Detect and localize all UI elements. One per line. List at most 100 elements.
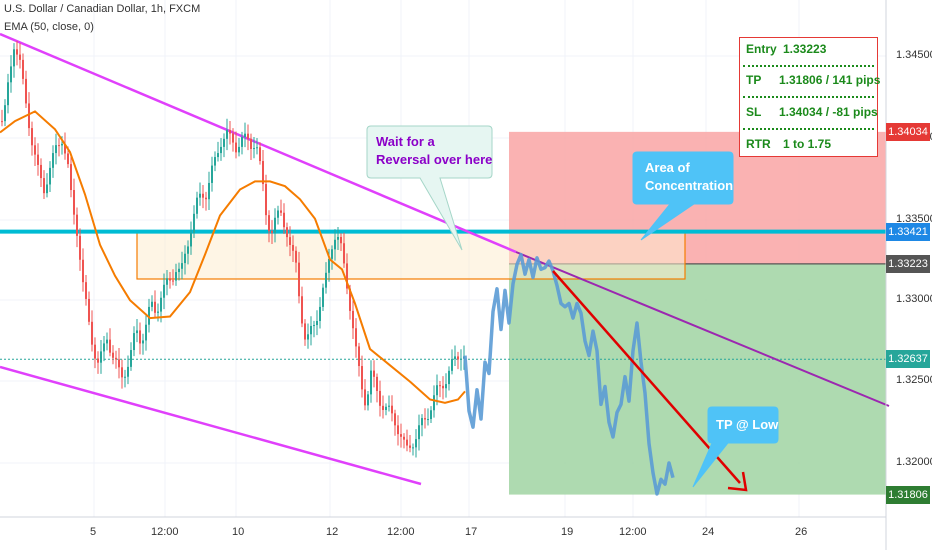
- candle-body: [13, 49, 15, 67]
- candle-body: [172, 280, 174, 282]
- candle-body: [385, 406, 387, 410]
- candle-body: [340, 236, 342, 244]
- candle-body: [388, 405, 390, 407]
- candle-body: [379, 390, 381, 406]
- candle-body: [214, 157, 216, 166]
- candle-body: [25, 78, 27, 104]
- candle-body: [178, 268, 180, 273]
- candle-body: [139, 330, 141, 344]
- candle-body: [286, 227, 288, 238]
- candle-body: [22, 59, 24, 79]
- candle-body: [325, 272, 327, 288]
- descending-trendline: [515, 251, 890, 407]
- ema-line: [0, 110, 466, 404]
- candle-body: [73, 190, 75, 215]
- candle-body: [334, 239, 336, 250]
- candle-body: [148, 306, 150, 325]
- candle-body: [202, 193, 204, 198]
- candle-body: [352, 310, 354, 329]
- candle-body: [46, 184, 48, 194]
- x-tick-label: 24: [702, 526, 715, 538]
- candle-body: [67, 153, 69, 165]
- candle-body: [40, 164, 42, 179]
- candle-body: [103, 343, 105, 352]
- indicator-label: EMA (50, close, 0): [4, 21, 94, 33]
- candle-body: [79, 235, 81, 260]
- candle-body: [199, 193, 201, 198]
- candle-body: [280, 210, 282, 213]
- candle-body: [259, 147, 261, 162]
- tp-low-note: TP @ Low: [716, 417, 779, 432]
- rtr-label: RTR: [746, 137, 771, 151]
- candle-body: [169, 278, 171, 281]
- price-tag: 1.34034: [886, 122, 930, 141]
- candle-body: [337, 236, 339, 240]
- candle-body: [436, 385, 438, 396]
- candle-body: [37, 154, 39, 165]
- candle-body: [373, 370, 375, 377]
- candle-body: [376, 376, 378, 391]
- candle-body: [136, 330, 138, 334]
- candle-body: [301, 296, 303, 324]
- rtr-row: RTR 1 to 1.75: [746, 137, 871, 157]
- candle-body: [331, 249, 333, 259]
- candle-body: [100, 351, 102, 363]
- candle-body: [283, 212, 285, 228]
- candle-body: [193, 213, 195, 233]
- candle-body: [4, 105, 6, 122]
- candle-body: [418, 425, 420, 440]
- candle-body: [262, 161, 264, 185]
- candle-body: [421, 418, 423, 426]
- y-tick-label: 1.33000: [896, 293, 932, 305]
- candle-body: [58, 145, 60, 147]
- info-divider: [743, 128, 874, 130]
- candle-body: [295, 250, 297, 263]
- x-tick-label: 5: [90, 526, 97, 538]
- candle-body: [217, 153, 219, 158]
- candle-body: [232, 133, 234, 143]
- candle-body: [256, 147, 258, 149]
- candle-body: [43, 178, 45, 194]
- candle-body: [187, 246, 189, 254]
- candle-body: [70, 164, 72, 191]
- candle-body: [229, 129, 231, 134]
- wait-note-line1: Wait for a: [376, 134, 435, 149]
- concentration-box: [136, 230, 686, 280]
- candle-body: [355, 328, 357, 347]
- candle-body: [151, 301, 153, 307]
- candle-body: [184, 253, 186, 264]
- entry-row: Entry 1.33223: [746, 42, 871, 62]
- candle-body: [10, 66, 12, 83]
- candle-body: [226, 129, 228, 139]
- trade-info-box: Entry 1.33223 TP 1.31806 / 141 pips SL 1…: [739, 37, 880, 157]
- target-arrow: [552, 270, 741, 484]
- candle-body: [196, 197, 198, 214]
- candle-body: [298, 262, 300, 297]
- channel-lower-line: [0, 365, 422, 486]
- candle-body: [457, 356, 459, 360]
- sl-value: 1.34034 / -81 pips: [779, 105, 878, 119]
- candle-body: [82, 259, 84, 283]
- candle-body: [7, 82, 9, 106]
- info-divider: [743, 96, 874, 98]
- wait-reversal-note: Wait for a Reversal over here: [376, 133, 492, 169]
- channel-upper-line: [0, 32, 517, 254]
- candle-body: [223, 138, 225, 147]
- candle-body: [415, 439, 417, 448]
- wait-note-line2: Reversal over here: [376, 152, 493, 167]
- candle-body: [190, 232, 192, 247]
- candle-body: [430, 410, 432, 420]
- candle-body: [31, 128, 33, 146]
- entry-value: 1.33223: [783, 42, 827, 56]
- candle-body: [118, 359, 120, 368]
- candle-body: [274, 217, 276, 233]
- candle-body: [64, 143, 66, 154]
- candle-body: [88, 298, 90, 322]
- info-divider: [743, 65, 874, 67]
- sl-label: SL: [746, 105, 762, 119]
- candle-body: [106, 339, 108, 344]
- candle-body: [271, 231, 273, 233]
- candle-body: [343, 243, 345, 264]
